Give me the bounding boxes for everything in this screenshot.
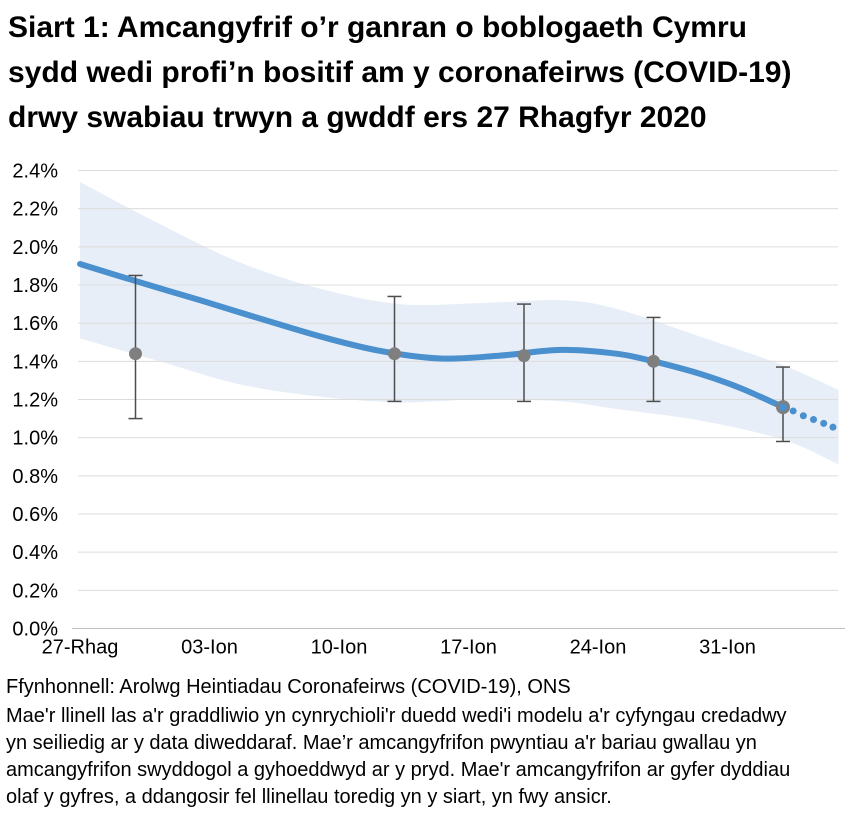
uncertain-tail-dot [789, 407, 797, 415]
footnote-line: Mae'r llinell las a'r graddliwio yn cynr… [6, 705, 787, 727]
chart-title-line: Siart 1: Amcangyfrif o’r ganran o boblog… [8, 11, 747, 44]
provisional-point-marker [776, 400, 790, 415]
uncertain-tail-dot [810, 416, 818, 424]
footnote: Mae'r llinell las a'r graddliwio yn cynr… [6, 703, 790, 811]
chart-title-line: sydd wedi profi’n bositif am y coronafei… [8, 56, 792, 89]
y-tick-label: 1.2% [12, 390, 58, 412]
footnote-line: yn seiliedig ar y data diweddaraf. Mae’r… [6, 732, 757, 754]
y-tick-label: 0.8% [12, 466, 58, 488]
y-tick-label: 0.6% [12, 504, 58, 526]
chart-title-line: drwy swabiau trwyn a gwddf ers 27 Rhagfy… [8, 101, 707, 134]
trend-line [77, 261, 786, 411]
y-tick-label: 0.2% [12, 580, 58, 602]
source-text: Ffynhonnell: Arolwg Heintiadau Coronafei… [6, 676, 571, 698]
y-tick-label: 1.4% [12, 351, 58, 373]
uncertain-tail-dot [799, 412, 807, 420]
x-tick-label: 10-Ion [311, 637, 368, 659]
x-tick-label: 24-Ion [570, 637, 627, 659]
y-tick-label: 1.6% [12, 313, 58, 335]
uncertain-tail-dot [829, 423, 837, 431]
estimate-point-marker [388, 347, 401, 361]
x-tick-label: 17-Ion [440, 637, 497, 659]
estimate-point-marker [647, 354, 660, 368]
y-tick-label: 2.0% [12, 237, 58, 259]
x-tick-label: 31-Ion [699, 637, 756, 659]
uncertain-tail-dot [820, 419, 828, 427]
x-tick-label: 27-Rhag [42, 637, 119, 659]
footnote-line: amcangyfrifon swyddogol a gyhoeddwyd ar … [6, 759, 791, 781]
footnote-line: olaf y gyfres, a ddangosir fel llinellau… [6, 786, 612, 808]
y-tick-label: 1.0% [12, 428, 58, 450]
y-tick-label: 0.4% [12, 542, 58, 564]
y-tick-label: 2.2% [12, 199, 58, 221]
chart-title: Siart 1: Amcangyfrif o’r ganran o boblog… [8, 5, 791, 140]
estimate-point-marker [517, 349, 531, 363]
estimate-point-marker [129, 347, 142, 361]
trend-chart: 0.0% 0.2% 0.4% 0.6% 0.8% 1.0% 1.2% 1.4% 1.6% 1.8%… [12, 161, 845, 659]
y-tick-label: 1.8% [12, 275, 58, 297]
x-tick-label: 03-Ion [181, 637, 238, 659]
y-tick-label: 0.0% [12, 619, 58, 641]
y-tick-label: 2.4% [12, 161, 58, 183]
